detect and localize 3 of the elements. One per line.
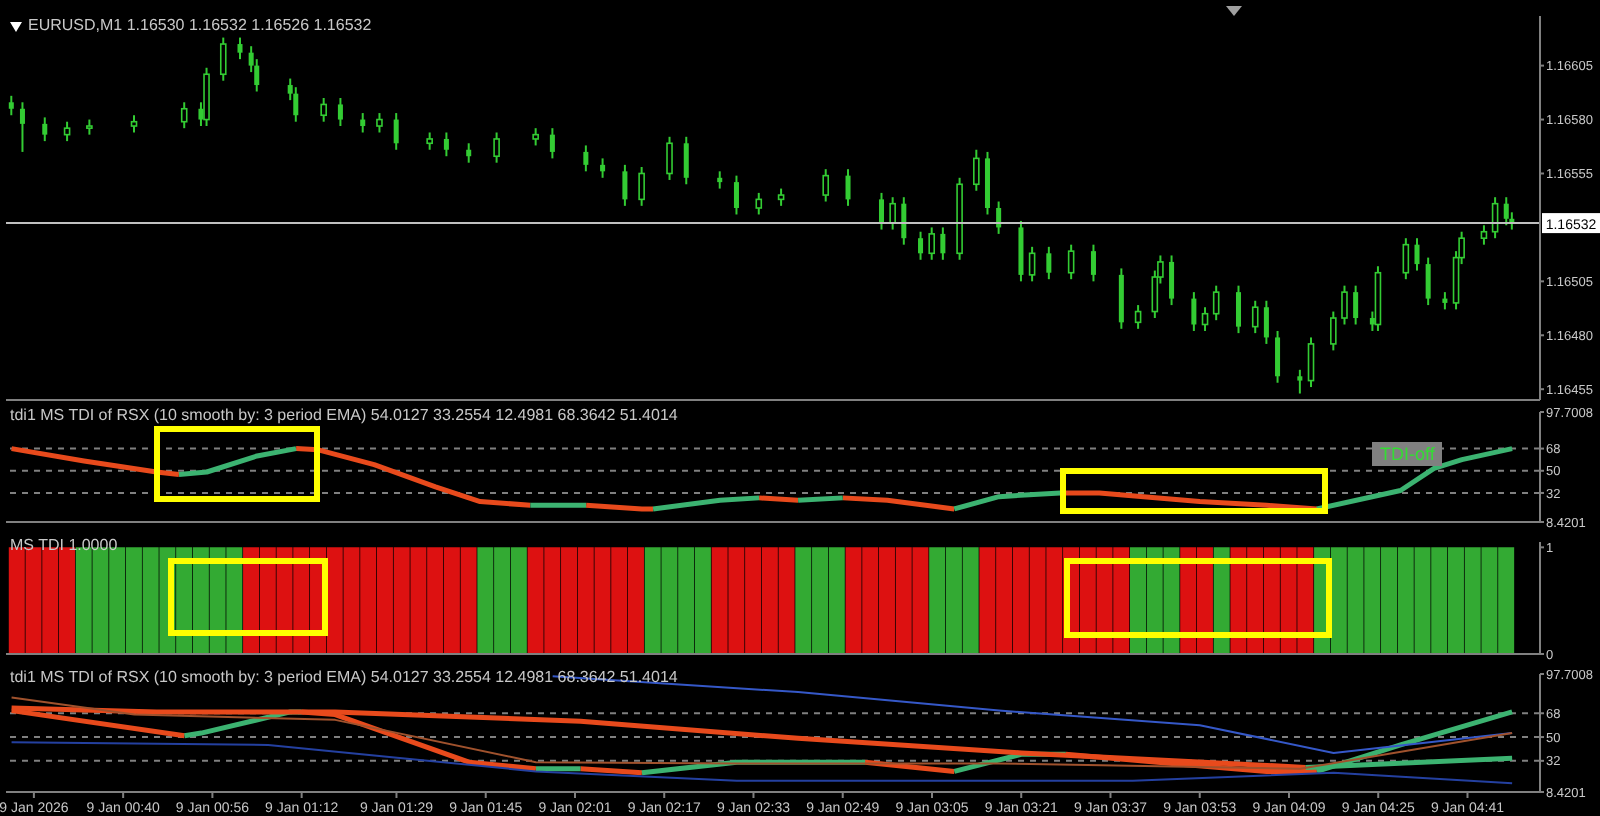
- annotation: TDI-off: [1372, 442, 1443, 466]
- chart-title: EURUSD,M1 1.16530 1.16532 1.16526 1.16532: [28, 16, 372, 34]
- chart-title: tdi1 MS TDI of RSX (10 smooth by: 3 period EMA) 54.0127 33.2554 12.4981 68.3642 51.4014: [10, 406, 678, 424]
